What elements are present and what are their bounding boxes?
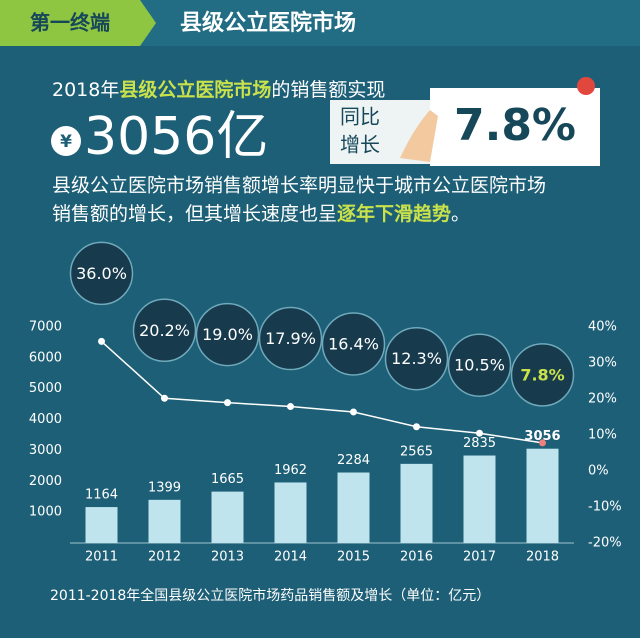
y-tick-label: 5000 (29, 381, 62, 396)
y-tick-label: 2000 (29, 474, 62, 489)
y2-tick-label: 30% (588, 356, 617, 371)
y-tick-label: 1000 (29, 505, 62, 520)
growth-bubble (195, 302, 260, 367)
growth-bubble (321, 312, 386, 376)
chart-caption: 2011-2018年全国县级公立医院市场药品销售额及增长（单位：亿元） (50, 587, 490, 604)
paragraph-text: 。 (451, 203, 470, 225)
x-tick-label: 2018 (526, 550, 559, 565)
y2-tick-label: 0% (588, 464, 609, 479)
growth-label: 16.4% (328, 334, 379, 353)
bar-value-label: 2284 (337, 453, 370, 468)
growth-label: 36.0% (76, 264, 127, 283)
summary-line: 2018年县级公立医院市场的销售额实现 (52, 78, 385, 101)
paragraph: 销售额的增长，但其增长速度也呈逐年下滑趋势。 (52, 202, 470, 225)
bar-value-label: 3056 (524, 429, 560, 444)
paragraph-highlight: 逐年下滑趋势 (337, 202, 451, 225)
bar-value-label: 2835 (463, 436, 496, 451)
growth-point (413, 423, 420, 431)
x-tick-label: 2016 (400, 550, 433, 565)
x-tick-label: 2012 (148, 550, 181, 565)
bar-value-label: 1962 (274, 463, 307, 478)
growth-bubble (384, 326, 449, 391)
growth-bubble (69, 241, 134, 306)
growth-label: 19.0% (202, 325, 253, 344)
bar-value-label: 2565 (400, 444, 433, 459)
x-tick-label: 2015 (337, 550, 370, 565)
growth-value: 7.8% (454, 100, 576, 151)
y2-tick-label: -10% (588, 500, 622, 515)
y2-tick-label: -20% (588, 536, 622, 551)
growth-point (161, 394, 168, 402)
currency-badge (51, 126, 81, 156)
y2-tick-label: 10% (588, 428, 617, 443)
growth-label: 10.5% (454, 356, 505, 375)
growth-bubble (132, 298, 197, 363)
plot: 1000 2000 3000 4000 5000 6000 7000 -20% -10% 0% 10… (29, 241, 622, 565)
y2-tick-label: 40% (588, 320, 617, 335)
growth-point (98, 337, 105, 345)
paragraph: 县级公立医院市场销售额增长率明显快于城市公立医院市场 (52, 175, 546, 197)
header-title: 县级公立医院市场 (180, 10, 356, 36)
bar (400, 463, 433, 543)
growth-point (539, 439, 546, 447)
bar (211, 491, 244, 543)
amount: 3056亿 (84, 107, 268, 167)
x-tick-label: 2011 (85, 550, 118, 565)
summary-text: 2018年 (52, 79, 119, 101)
y-tick-label: 6000 (29, 350, 62, 365)
x-tick-label: 2013 (211, 550, 244, 565)
y2-tick-label: 20% (588, 392, 617, 407)
growth-label: 20.2% (139, 321, 190, 340)
yoy-label: 同比 (340, 105, 380, 129)
growth-label: 7.8% (520, 365, 564, 384)
growth-point (350, 408, 357, 416)
summary-text: 的销售额实现 (271, 79, 385, 101)
growth-line (100, 340, 543, 444)
y-tick-label: 3000 (29, 443, 62, 458)
bar (337, 472, 370, 543)
bar (85, 507, 118, 543)
bar (274, 482, 307, 543)
y-tick-label: 7000 (29, 320, 62, 335)
bar-value-label: 1164 (85, 488, 118, 503)
growth-box (430, 88, 600, 166)
growth-point (224, 399, 231, 407)
bar (148, 499, 181, 543)
growth-point (287, 403, 294, 411)
yoy-label: 增长 (340, 133, 380, 157)
bar-value-label: 1665 (211, 472, 244, 487)
hand-icon (400, 110, 438, 162)
paragraph-text: 销售额的增长，但其增长速度也呈 (52, 203, 337, 225)
growth-bubble (258, 306, 323, 371)
summary-highlight: 县级公立医院市场 (119, 78, 271, 101)
section-tag (0, 0, 156, 46)
bar (526, 448, 559, 543)
growth-label: 17.9% (265, 329, 316, 348)
ribbon-icon (577, 77, 595, 95)
growth-bubble (447, 333, 512, 397)
x-tick-label: 2014 (274, 550, 307, 565)
x-tick-label: 2017 (463, 550, 496, 565)
bar-value-label: 1399 (148, 480, 181, 495)
bar (463, 455, 496, 543)
section-label: 第一终端 (30, 11, 110, 35)
growth-point (476, 429, 483, 437)
y-tick-label: 4000 (29, 412, 62, 427)
growth-label: 12.3% (391, 349, 442, 368)
growth-bubble (510, 343, 575, 407)
currency-symbol: ¥ (60, 132, 72, 152)
